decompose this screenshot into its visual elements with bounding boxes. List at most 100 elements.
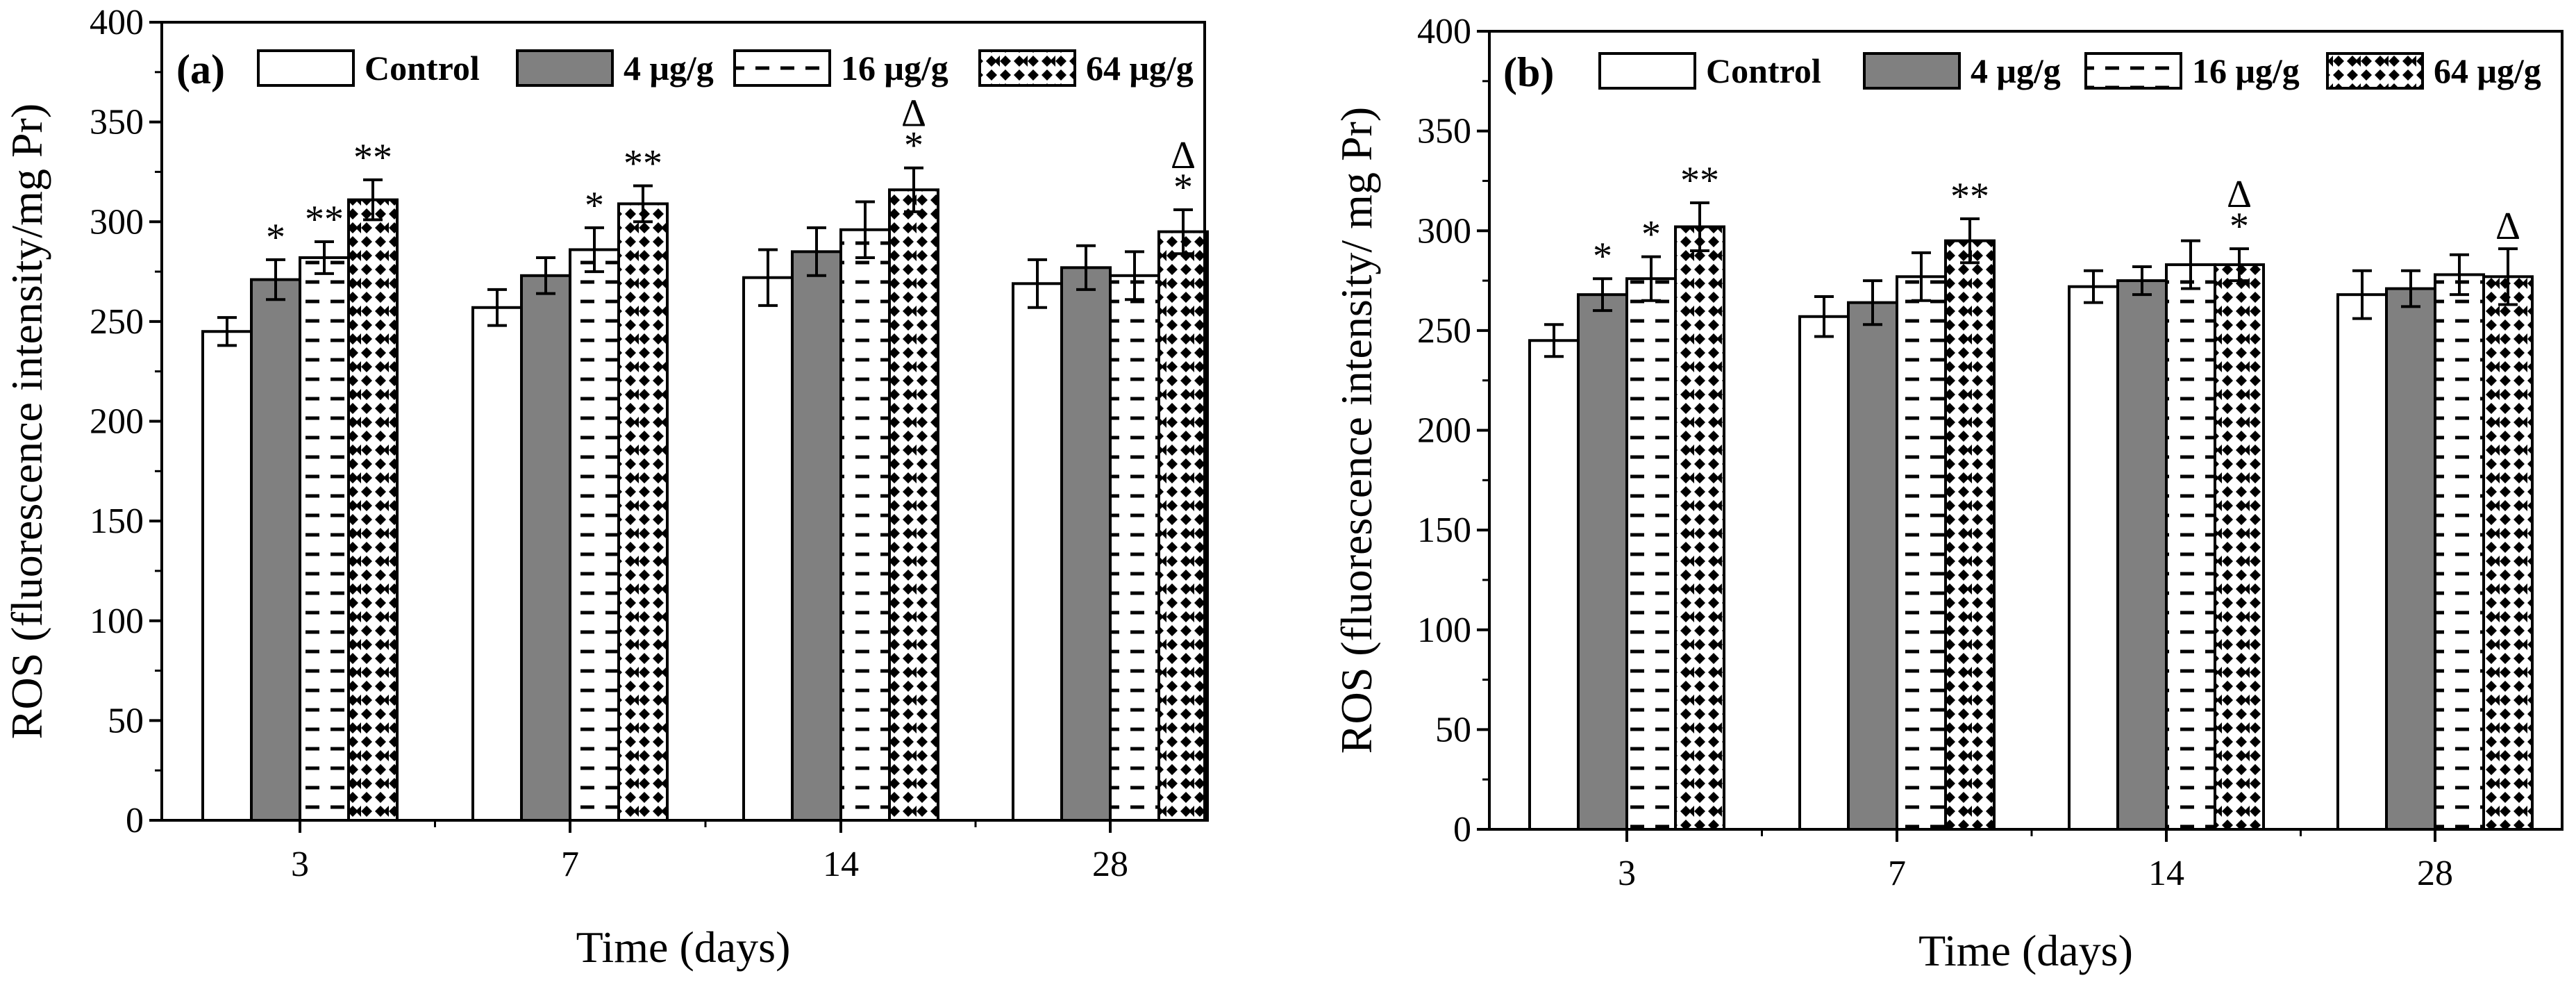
error-bar bbox=[2401, 269, 2420, 308]
legend-swatch bbox=[2084, 52, 2182, 90]
bar bbox=[250, 278, 301, 822]
y-tick-label: 400 bbox=[1417, 12, 1471, 51]
y-tick-label: 400 bbox=[90, 3, 144, 42]
error-bar bbox=[487, 288, 507, 327]
legend-item: Control bbox=[257, 49, 480, 88]
error-bar bbox=[1912, 251, 1931, 302]
error-bar bbox=[1690, 201, 1709, 252]
bar bbox=[201, 330, 253, 822]
x-tick-label: 7 bbox=[561, 845, 579, 884]
error-bar bbox=[266, 258, 285, 301]
error-bar bbox=[807, 226, 826, 277]
error-bar bbox=[1125, 250, 1144, 301]
error-bar bbox=[2181, 239, 2200, 290]
legend: Control 4 μg/g 16 μg/g 64 μg/g bbox=[257, 49, 1194, 88]
panel-label: (a) bbox=[176, 47, 225, 92]
error-bar bbox=[633, 184, 653, 224]
legend-swatch bbox=[257, 49, 355, 87]
x-tick-label: 28 bbox=[2417, 854, 2453, 893]
y-tick-label: 200 bbox=[1417, 411, 1471, 451]
bar bbox=[520, 274, 571, 822]
bar bbox=[742, 276, 794, 822]
x-axis-title: Time (days) bbox=[576, 922, 791, 972]
bar bbox=[1847, 301, 1898, 831]
error-bar bbox=[1960, 217, 1980, 265]
bar bbox=[839, 228, 891, 822]
y-tick-label: 0 bbox=[1453, 810, 1471, 849]
legend-label: 4 μg/g bbox=[1971, 51, 2061, 90]
legend-label: Control bbox=[365, 49, 480, 88]
legend-swatch bbox=[2326, 52, 2424, 90]
y-tick-label: 300 bbox=[90, 202, 144, 242]
error-bar bbox=[904, 166, 923, 213]
significance-mark: * bbox=[585, 184, 604, 227]
significance-mark: ** bbox=[305, 198, 344, 241]
bar bbox=[299, 256, 350, 822]
y-axis-title: ROS (fluorescence intensity/ mg Pr) bbox=[1332, 107, 1381, 754]
y-tick-label: 100 bbox=[90, 602, 144, 641]
legend-item: 16 μg/g bbox=[2084, 51, 2300, 90]
bar bbox=[2336, 293, 2388, 831]
legend-label: Control bbox=[1706, 51, 1821, 90]
legend-item: 16 μg/g bbox=[733, 49, 948, 88]
error-bar bbox=[1814, 295, 1834, 338]
legend: Control 4 μg/g 16 μg/g 64 μg/g bbox=[1598, 51, 2541, 90]
legend-label: 4 μg/g bbox=[624, 49, 714, 88]
x-axis: 3 7 14 28 bbox=[291, 820, 1128, 884]
significance-mark: Δ bbox=[2227, 173, 2252, 216]
legend-swatch bbox=[978, 49, 1076, 87]
error-bar bbox=[1173, 208, 1193, 256]
error-bar bbox=[315, 240, 334, 275]
bar bbox=[1528, 339, 1580, 831]
panel-label: (b) bbox=[1503, 49, 1554, 95]
legend-label: 16 μg/g bbox=[2192, 51, 2300, 90]
bar bbox=[1944, 239, 1996, 831]
legend-label: 64 μg/g bbox=[2434, 51, 2541, 90]
bar bbox=[1625, 277, 1677, 831]
legend-label: 16 μg/g bbox=[841, 49, 948, 88]
legend-swatch bbox=[1598, 52, 1696, 90]
significance-mark: ** bbox=[624, 142, 662, 185]
bar bbox=[1109, 274, 1160, 822]
x-tick-label: 28 bbox=[1092, 845, 1128, 884]
bar bbox=[347, 198, 399, 822]
y-tick-label: 150 bbox=[1417, 511, 1471, 550]
significance-mark: Δ bbox=[2495, 205, 2520, 248]
error-bar bbox=[536, 256, 555, 295]
y-tick-label: 0 bbox=[126, 801, 144, 840]
legend-label: 64 μg/g bbox=[1086, 49, 1194, 88]
significance-mark: * bbox=[904, 124, 923, 167]
x-axis-title: Time (days) bbox=[1918, 926, 2133, 975]
bar bbox=[2214, 263, 2265, 831]
error-bar bbox=[2498, 247, 2518, 306]
significance-mark: * bbox=[266, 216, 285, 259]
bar bbox=[2385, 287, 2436, 831]
significance-mark: Δ bbox=[901, 92, 926, 135]
error-bar bbox=[2230, 247, 2249, 283]
legend-item: 4 μg/g bbox=[516, 49, 714, 88]
x-tick-label: 3 bbox=[291, 845, 309, 884]
bar bbox=[2068, 285, 2119, 831]
error-bar bbox=[2450, 253, 2469, 297]
legend-item: 64 μg/g bbox=[2326, 51, 2541, 90]
y-tick-label: 350 bbox=[90, 103, 144, 142]
y-tick-label: 50 bbox=[108, 701, 144, 740]
bar bbox=[1012, 282, 1063, 822]
bar bbox=[1896, 275, 1947, 831]
error-bar bbox=[1076, 244, 1096, 291]
y-tick-label: 50 bbox=[1435, 710, 1471, 749]
error-bar bbox=[2132, 265, 2152, 297]
bar bbox=[791, 250, 842, 822]
error-bar bbox=[1028, 258, 1047, 309]
error-bar bbox=[217, 316, 237, 347]
error-bar bbox=[1863, 279, 1882, 326]
panel-a: (a) * *******Δ* Δ*050100150200250300350400… bbox=[2, 3, 1209, 972]
bar bbox=[1157, 230, 1209, 822]
error-bar bbox=[2352, 269, 2372, 320]
y-tick-label: 350 bbox=[1417, 112, 1471, 151]
error-bar bbox=[855, 200, 875, 259]
y-axis: 0 50 100 150 200 250 300 350 400 bbox=[1417, 12, 1489, 849]
